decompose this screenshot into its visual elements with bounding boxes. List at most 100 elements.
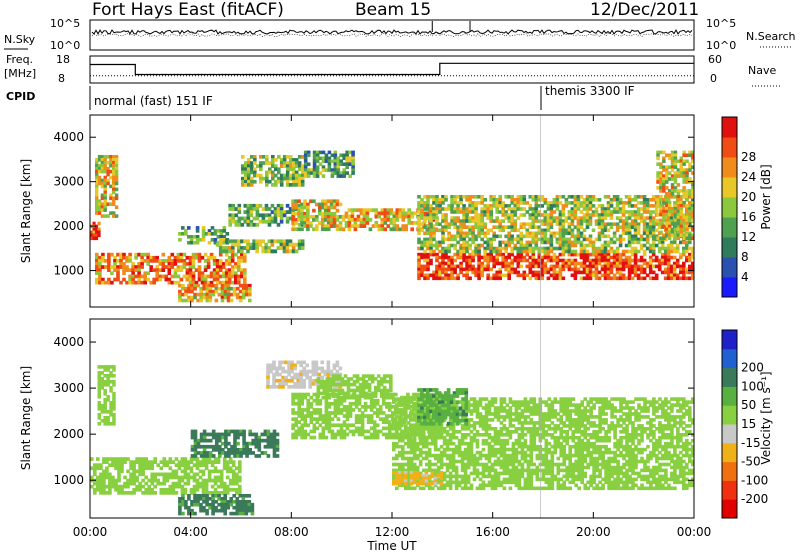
velocity-cell xyxy=(114,463,118,467)
power-cell xyxy=(516,198,521,202)
power-cell xyxy=(297,227,301,232)
power-cell xyxy=(231,216,235,221)
power-cell xyxy=(609,210,614,214)
velocity-cell xyxy=(325,388,330,393)
velocity-cell xyxy=(324,417,329,421)
power-cell xyxy=(282,249,287,254)
power-cell xyxy=(673,156,678,161)
power-cell xyxy=(621,261,626,266)
power-cell xyxy=(630,270,635,275)
power-cell xyxy=(691,273,694,278)
power-cell xyxy=(90,230,94,235)
power-cell xyxy=(673,236,678,241)
power-cell xyxy=(645,210,650,214)
power-cell xyxy=(597,249,602,254)
power-cell xyxy=(450,276,454,281)
power-cell xyxy=(140,252,144,257)
power-cell xyxy=(291,221,295,225)
power-cell xyxy=(95,227,99,232)
power-cell xyxy=(176,265,181,269)
velocity-cell xyxy=(314,363,319,368)
power-cell xyxy=(250,161,254,165)
velocity-cell xyxy=(231,475,236,480)
power-cell xyxy=(149,265,153,269)
power-cell xyxy=(426,264,430,269)
power-cell xyxy=(420,216,424,220)
velocity-cell xyxy=(106,422,110,426)
power-cell xyxy=(184,298,188,303)
velocity-cell xyxy=(297,401,301,406)
power-cell xyxy=(276,210,281,214)
power-cell xyxy=(259,161,263,165)
power-cell xyxy=(255,242,259,247)
power-cell xyxy=(665,195,669,199)
velocity-cell xyxy=(346,388,351,393)
velocity-cell xyxy=(303,395,307,400)
velocity-cell xyxy=(117,472,121,477)
power-cbar-tick-label: 16 xyxy=(741,210,756,224)
power-cell xyxy=(114,160,119,165)
power-cell xyxy=(561,243,566,248)
velocity-cell xyxy=(210,484,215,489)
velocity-cell xyxy=(309,420,314,424)
power-cell xyxy=(241,289,246,294)
velocity-cell xyxy=(106,380,110,384)
power-cell xyxy=(486,207,490,211)
power-cell xyxy=(471,255,475,260)
power-cell xyxy=(471,204,475,208)
power-cell xyxy=(516,252,521,257)
power-cell xyxy=(679,203,683,208)
power-cell xyxy=(228,222,232,227)
power-cell xyxy=(516,255,521,260)
power-cell xyxy=(576,237,581,242)
power-cell xyxy=(95,271,99,276)
power-cell xyxy=(329,205,334,210)
power-cell xyxy=(459,243,463,248)
power-cell xyxy=(447,267,451,272)
velocity-cell xyxy=(100,407,104,411)
velocity-cell xyxy=(97,413,101,417)
power-cell xyxy=(501,225,505,229)
power-cell xyxy=(570,222,575,226)
velocity-cell xyxy=(281,369,285,374)
power-cell xyxy=(666,198,671,202)
power-cell xyxy=(294,227,298,232)
velocity-cell xyxy=(388,408,392,412)
power-cell xyxy=(682,153,686,158)
power-cell xyxy=(570,201,575,205)
velocity-cell xyxy=(199,497,203,501)
power-cell xyxy=(603,273,608,278)
power-cell xyxy=(300,183,305,187)
velocity-cell xyxy=(418,392,422,397)
power-cell xyxy=(513,219,518,223)
velocity-cell xyxy=(287,363,291,368)
power-cell xyxy=(143,280,147,285)
velocity-cell xyxy=(281,375,285,380)
power-cell xyxy=(579,264,584,269)
velocity-cell xyxy=(314,378,319,383)
velocity-cell xyxy=(318,411,323,415)
power-cell xyxy=(585,210,590,214)
power-cell xyxy=(642,276,647,281)
power-cell xyxy=(669,249,674,254)
power-cell xyxy=(630,204,635,208)
power-cell xyxy=(247,176,251,181)
power-cell xyxy=(137,274,141,279)
power-cell xyxy=(630,252,635,257)
power-cell xyxy=(184,232,188,236)
velocity-cell xyxy=(211,508,215,513)
power-cell xyxy=(420,222,424,226)
power-cell xyxy=(685,276,689,281)
power-cell xyxy=(374,211,379,216)
power-cell xyxy=(226,286,231,291)
power-cell xyxy=(181,283,185,288)
velocity-cell xyxy=(290,378,294,383)
y-tick-label: 3000 xyxy=(53,175,84,189)
power-cbar-tick-label: 24 xyxy=(741,170,756,184)
power-cell xyxy=(101,252,105,257)
velocity-cell xyxy=(171,481,176,486)
velocity-cell xyxy=(96,487,100,492)
power-cell xyxy=(486,210,490,214)
power-cell xyxy=(573,252,578,257)
velocity-cell xyxy=(224,441,228,446)
